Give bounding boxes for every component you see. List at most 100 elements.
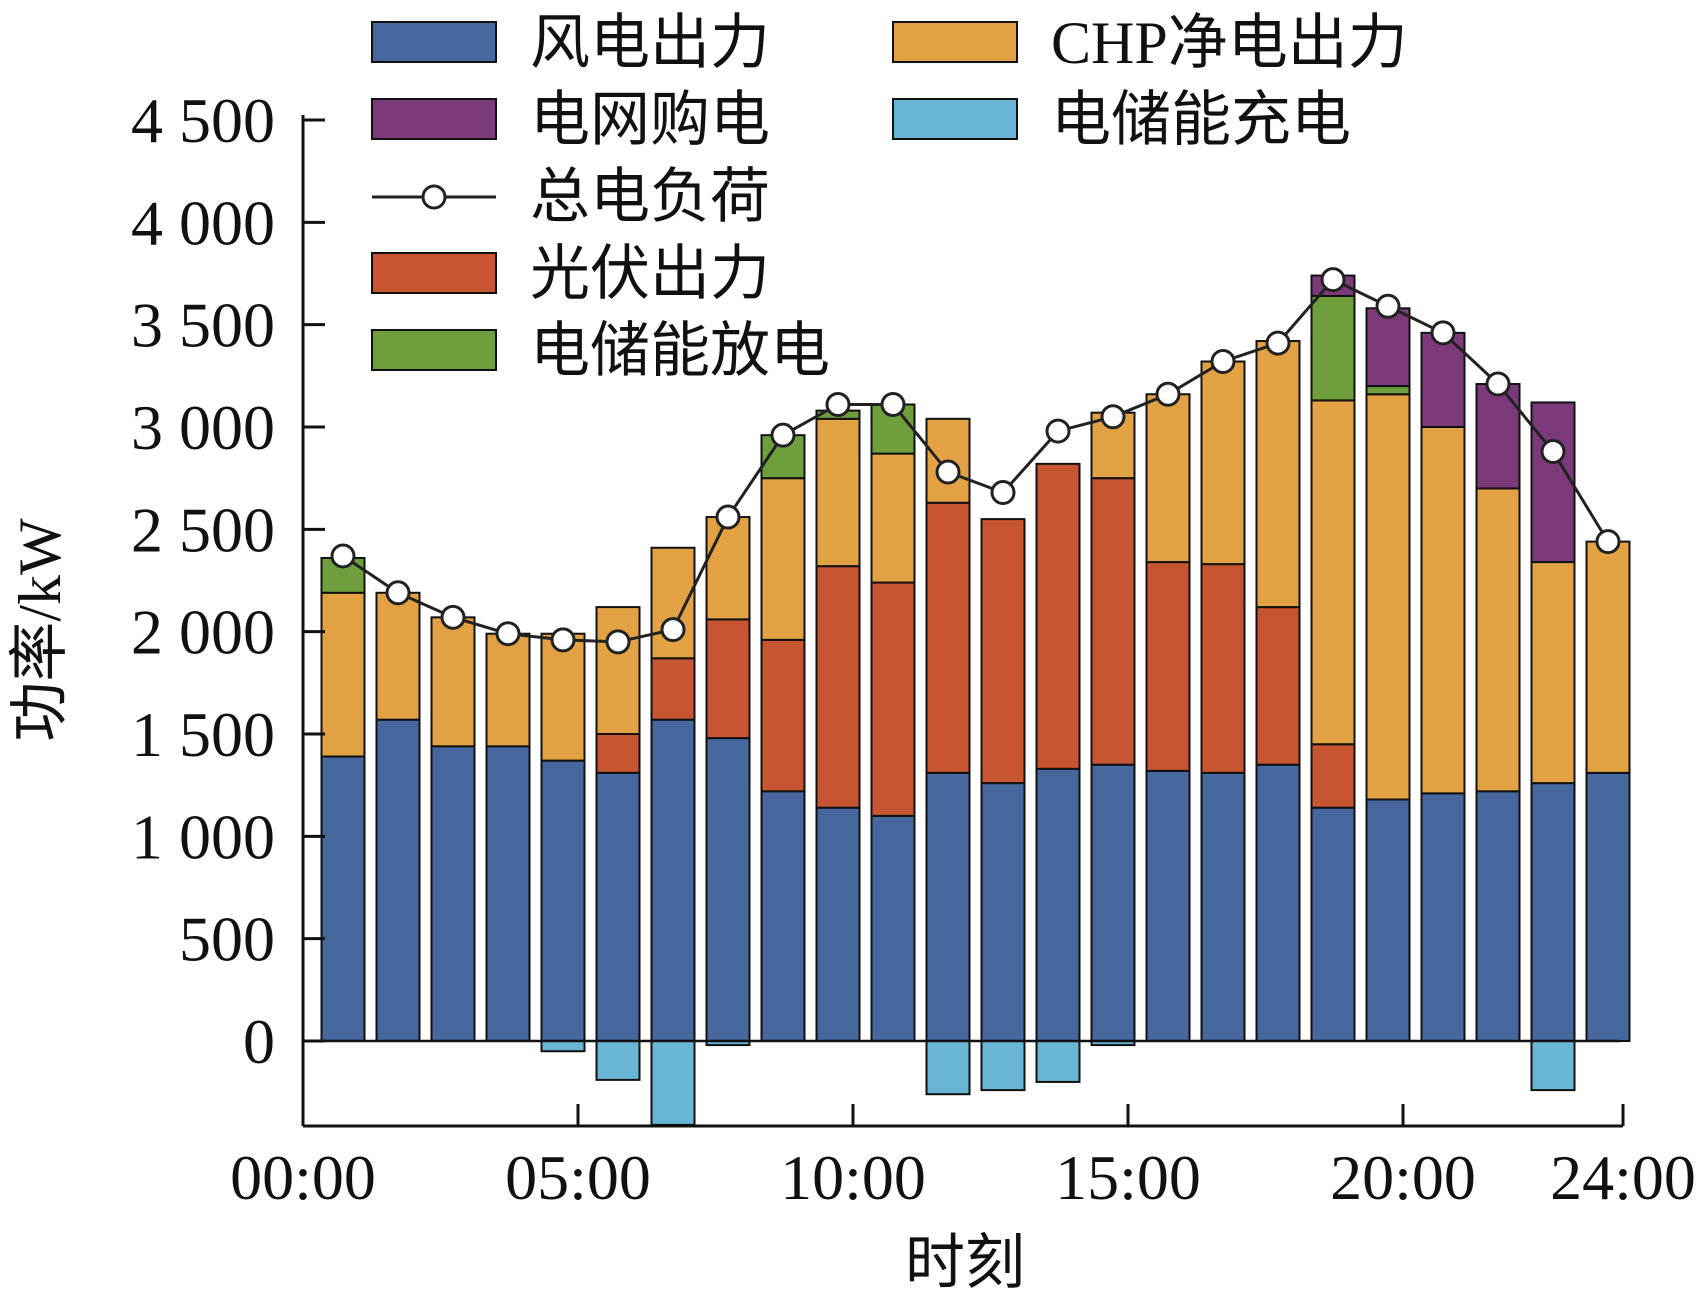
bar-chp-20 — [1365, 393, 1411, 801]
bar-wind-12 — [925, 771, 971, 1042]
total-load-point-21 — [1430, 320, 1456, 346]
y-tick-label: 1 000 — [131, 801, 275, 872]
total-load-point-24 — [1595, 529, 1621, 555]
bar-discharge-19 — [1310, 295, 1356, 402]
x-tick-label: 00:00 — [230, 1142, 376, 1213]
y-tick-label: 2 500 — [131, 494, 275, 565]
bar-chp-4 — [485, 632, 531, 748]
total-load-point-23 — [1540, 439, 1566, 465]
bar-chp-19 — [1310, 399, 1356, 746]
bar-wind-11 — [870, 814, 916, 1042]
bar-wind-14 — [1035, 767, 1081, 1042]
bar-pv-15 — [1090, 477, 1136, 766]
legend-swatch — [892, 98, 1018, 140]
legend-label: 总电负荷 — [530, 164, 770, 230]
bar-wind-9 — [760, 790, 806, 1042]
y-ticks: 4 500 4 000 3 500 3 000 2 500 2 000 1 500 1 000… — [131, 85, 325, 1077]
total-load-point-22 — [1485, 371, 1511, 397]
bar-pv-18 — [1255, 606, 1301, 766]
bar-chp-18 — [1255, 340, 1301, 609]
bar-chp-16 — [1145, 393, 1191, 564]
bar-pv-13 — [980, 518, 1026, 785]
legend-label: 电储能放电 — [530, 318, 830, 384]
total-load-point-15 — [1100, 404, 1126, 430]
bar-pv-19 — [1310, 743, 1356, 809]
bar-charge-12 — [925, 1040, 971, 1096]
legend-label: CHP净电出力 — [1051, 10, 1408, 76]
legend-swatch — [371, 98, 497, 140]
y-tick-label: 0 — [243, 1006, 275, 1077]
bar-chp-21 — [1420, 426, 1466, 795]
x-tick-label: 20:00 — [1330, 1142, 1476, 1213]
bar-chp-2 — [375, 591, 421, 721]
bar-chp-22 — [1475, 487, 1521, 793]
bar-wind-24 — [1585, 771, 1631, 1042]
y-tick-label: 1 500 — [131, 699, 275, 770]
bar-wind-8 — [705, 737, 751, 1042]
bar-chp-24 — [1585, 540, 1631, 774]
legend-label: 风电出力 — [530, 10, 770, 76]
x-tick-label: 05:00 — [505, 1142, 651, 1213]
bar-chp-23 — [1530, 561, 1576, 785]
bar-chp-6 — [595, 606, 641, 736]
x-axis-title: 时刻 — [905, 1230, 1025, 1296]
total-load-point-3 — [440, 604, 466, 630]
bar-pv-10 — [815, 565, 861, 809]
bar-chp-8 — [705, 516, 751, 621]
bar-chp-11 — [870, 452, 916, 584]
bar-pv-6 — [595, 733, 641, 774]
load-line-layer — [330, 267, 1621, 655]
bar-chp-9 — [760, 477, 806, 641]
total-load-point-16 — [1155, 381, 1181, 407]
bar-chp-10 — [815, 417, 861, 568]
total-load-point-10 — [825, 391, 851, 417]
total-load-point-11 — [880, 391, 906, 417]
bar-pv-12 — [925, 501, 971, 774]
bar-wind-2 — [375, 718, 421, 1042]
total-load-point-19 — [1320, 267, 1346, 293]
legend-swatch — [371, 21, 497, 63]
total-load-point-17 — [1210, 349, 1236, 375]
bar-wind-19 — [1310, 806, 1356, 1042]
total-load-point-8 — [715, 504, 741, 530]
total-load-point-4 — [495, 621, 521, 647]
bar-chp-3 — [430, 616, 476, 748]
x-tick-label: 10:00 — [780, 1142, 926, 1213]
legend-marker-swatch — [421, 184, 447, 210]
bar-wind-17 — [1200, 771, 1246, 1042]
legend-swatch — [892, 21, 1018, 63]
bar-charge-23 — [1530, 1040, 1576, 1092]
total-load-point-1 — [330, 543, 356, 569]
y-tick-label: 500 — [179, 904, 275, 975]
legend-label: 电网购电 — [530, 87, 770, 153]
bar-pv-8 — [705, 618, 751, 740]
bar-pv-9 — [760, 638, 806, 793]
total-load-point-20 — [1375, 293, 1401, 319]
bar-chp-17 — [1200, 360, 1246, 566]
bar-discharge-20 — [1365, 385, 1411, 396]
bar-wind-21 — [1420, 792, 1466, 1042]
bar-wind-1 — [320, 755, 366, 1042]
bar-charge-13 — [980, 1040, 1026, 1092]
y-tick-label: 3 000 — [131, 392, 275, 463]
y-tick-label: 4 500 — [131, 85, 275, 156]
bar-grid-22 — [1475, 383, 1521, 490]
bar-charge-5 — [540, 1040, 586, 1053]
total-load-point-12 — [935, 459, 961, 485]
total-load-point-9 — [770, 422, 796, 448]
total-load-point-13 — [990, 479, 1016, 505]
y-tick-label: 3 500 — [131, 290, 275, 361]
legend-label: 光伏出力 — [530, 241, 770, 307]
legend-swatch — [371, 329, 497, 371]
x-tick-label: 24:00 — [1550, 1142, 1696, 1213]
y-axis-title: 功率/kW — [7, 518, 73, 742]
bar-pv-7 — [650, 657, 696, 721]
bar-pv-17 — [1200, 563, 1246, 774]
bar-wind-15 — [1090, 763, 1136, 1042]
bar-wind-10 — [815, 806, 861, 1042]
total-load-point-18 — [1265, 330, 1291, 356]
x-tick-label: 15:00 — [1055, 1142, 1201, 1213]
total-load-point-5 — [550, 627, 576, 653]
